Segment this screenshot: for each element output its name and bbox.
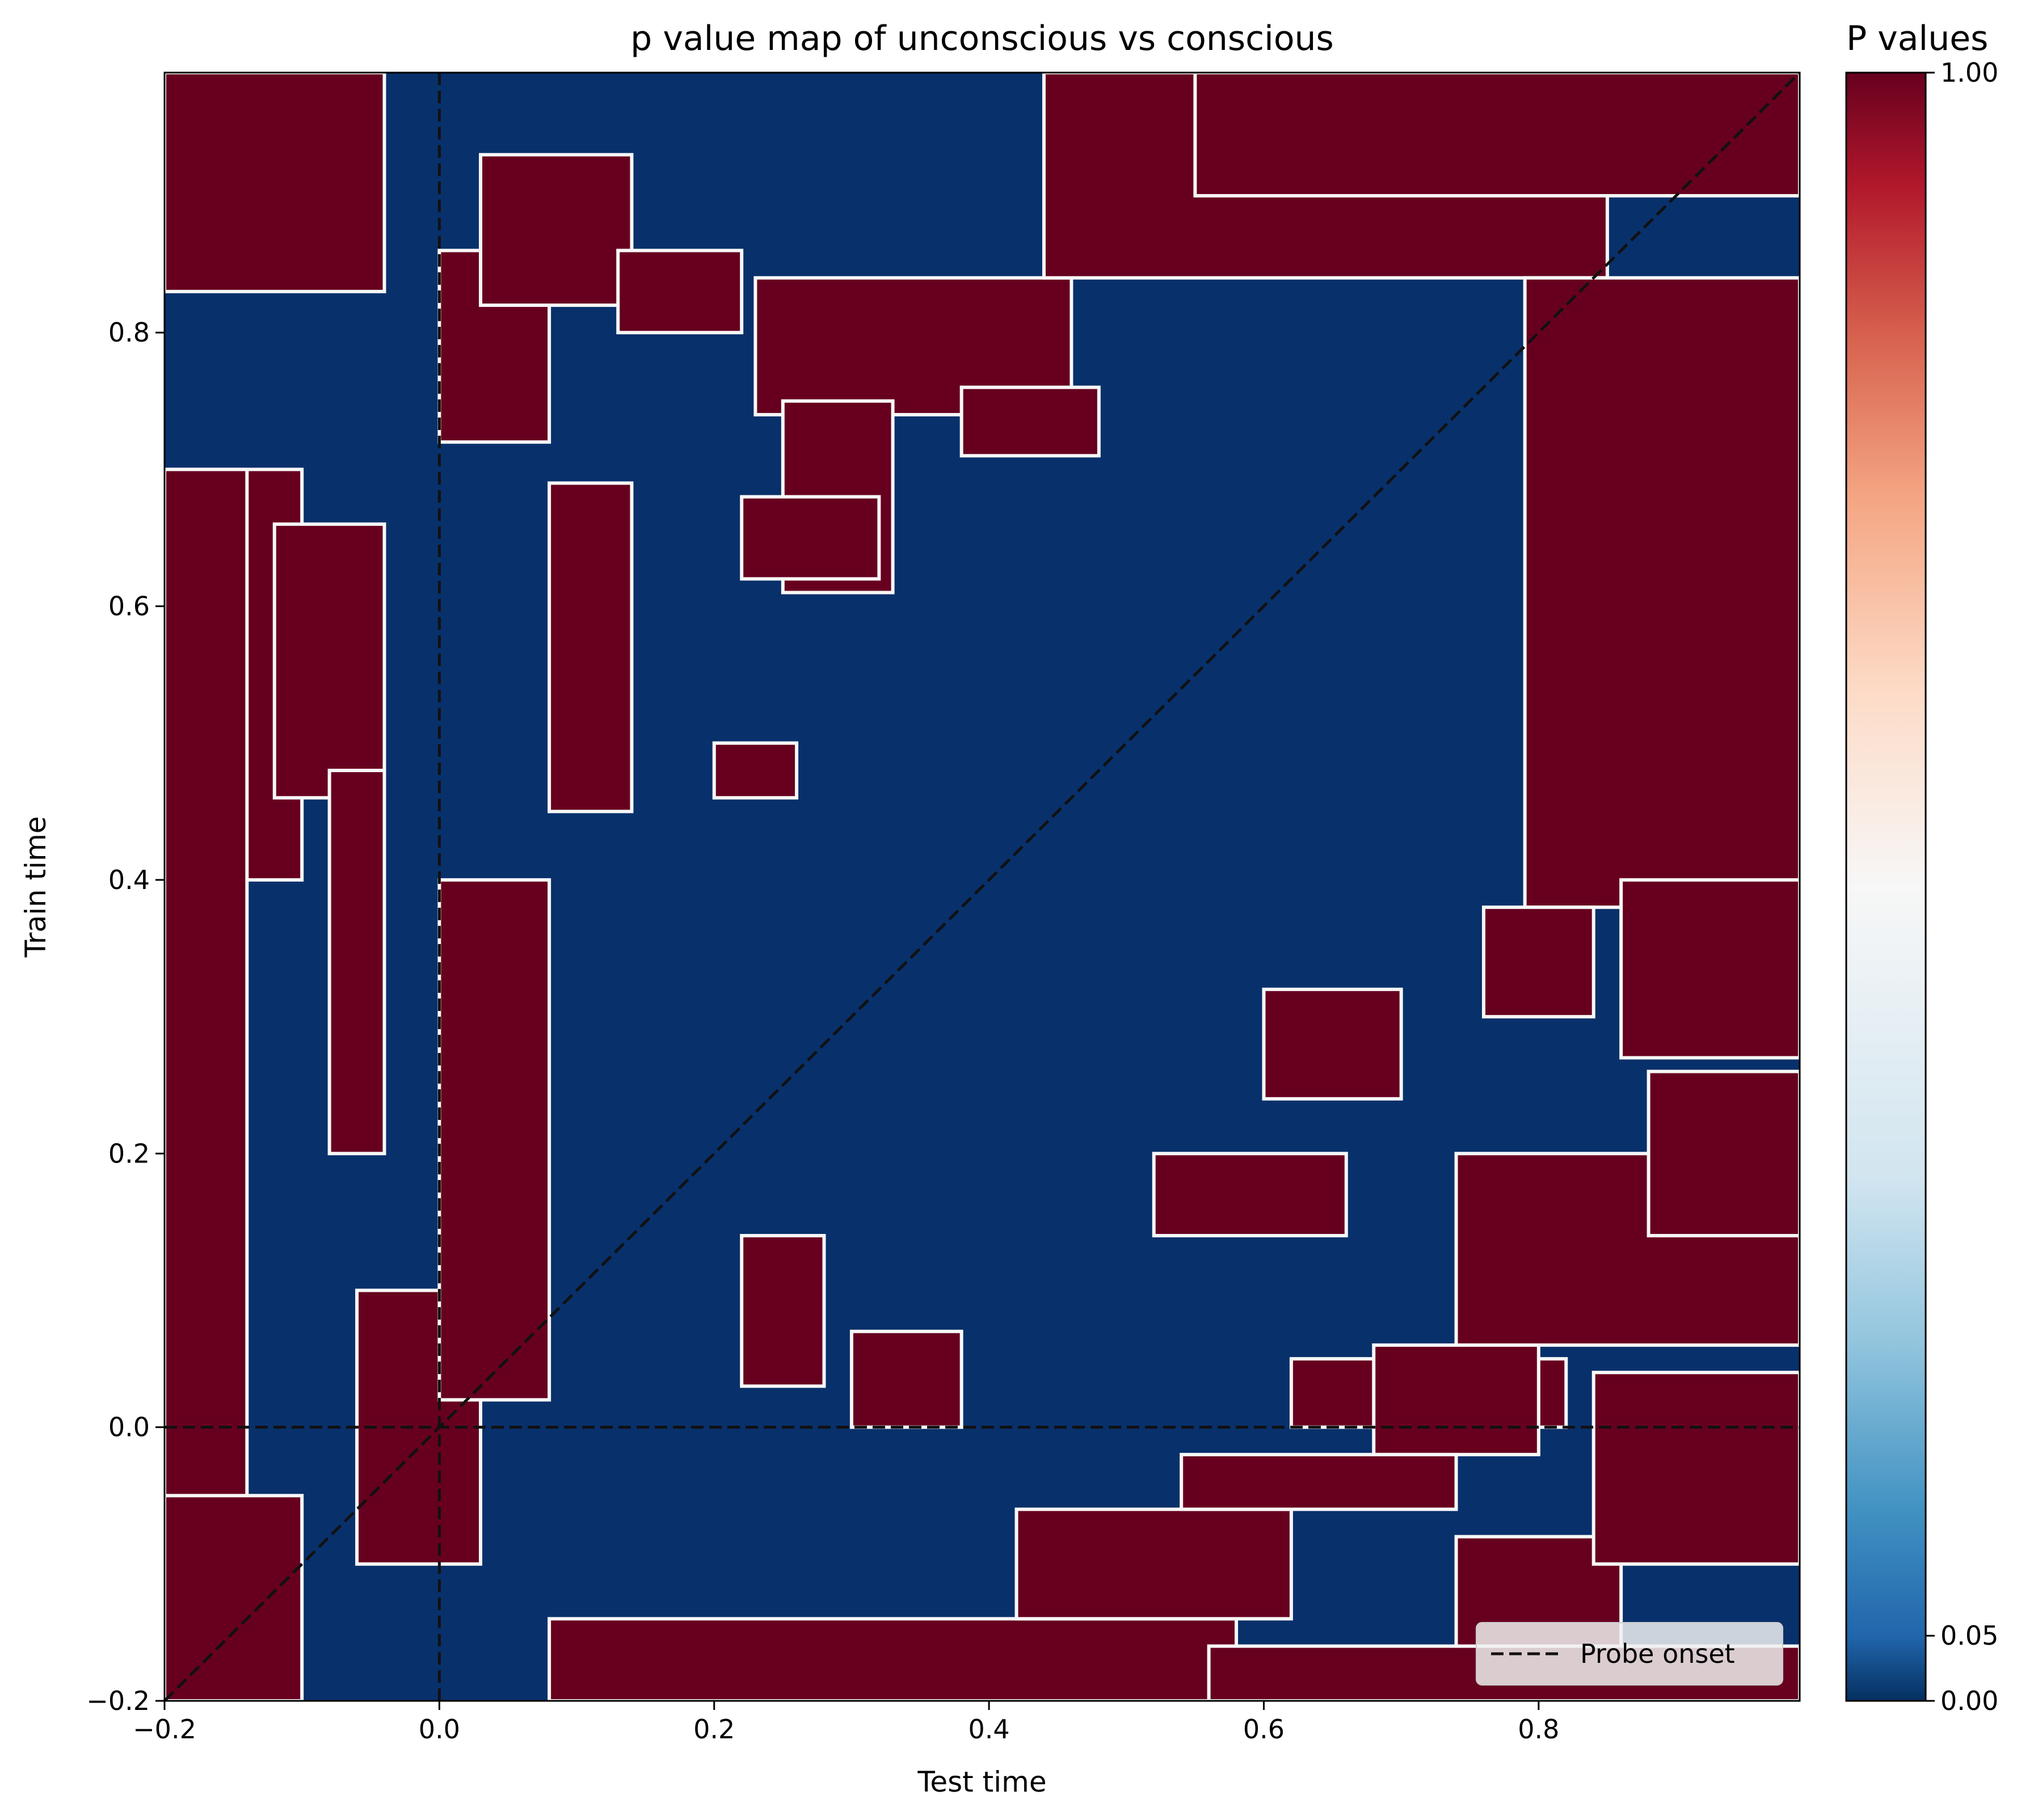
y-axis: −0.2 0.0 0.2 0.4 0.6 0.8	[86, 317, 165, 1716]
nonsignificant-regions	[165, 73, 1800, 1701]
nonsignificant-region	[437, 878, 551, 1402]
y-tick-label: 0.6	[108, 591, 150, 622]
y-tick-label: 0.4	[108, 865, 150, 895]
x-tick-label: −0.2	[133, 1714, 196, 1745]
nonsignificant-region	[327, 769, 386, 1156]
nonsignificant-region	[1262, 987, 1403, 1101]
x-tick-label: 0.8	[1518, 1714, 1559, 1745]
y-tick-label: 0.2	[108, 1138, 150, 1169]
chart-title: p value map of unconscious vs conscious	[630, 19, 1334, 58]
nonsignificant-region	[1647, 1069, 1800, 1238]
nonsignificant-region	[479, 153, 634, 307]
diagonal-line	[165, 73, 1800, 1701]
nonsignificant-region	[548, 1617, 1239, 1701]
colorbar-title: P values	[1846, 19, 1988, 58]
nonsignificant-region	[1591, 1371, 1800, 1566]
nonsignificant-region	[548, 481, 634, 814]
y-tick-label: 0.0	[108, 1412, 150, 1443]
colorbar-gradient	[1845, 71, 1927, 1702]
nonsignificant-region	[740, 495, 881, 581]
nonsignificant-region	[740, 1234, 826, 1388]
colorbar-tick-label: 0.05	[1940, 1620, 1998, 1651]
nonsignificant-region	[616, 248, 744, 335]
x-axis-label: Test time	[917, 1766, 1046, 1798]
nonsignificant-region	[712, 741, 799, 800]
colorbar-tick-label: 0.00	[1940, 1686, 1998, 1716]
nonsignificant-region	[1014, 1507, 1293, 1621]
legend-box	[1476, 1622, 1783, 1686]
nonsignificant-region	[1481, 905, 1595, 1019]
nonsignificant-region	[1193, 73, 1800, 198]
legend-entry-probe-onset: Probe onset	[1580, 1638, 1735, 1669]
nonsignificant-region	[1523, 276, 1800, 909]
colorbar-ticks: 0.00 0.05 1.00	[1926, 57, 1998, 1716]
nonsignificant-region	[272, 522, 386, 800]
nonsignificant-region	[959, 385, 1101, 458]
colorbar: P values 0.00 0.05 1.00	[1845, 19, 1998, 1716]
x-tick-label: 0.0	[419, 1714, 460, 1745]
nonsignificant-region	[1619, 878, 1800, 1060]
reference-lines	[165, 73, 1800, 1701]
colorbar-tick-label: 1.00	[1940, 57, 1998, 88]
legend: Probe onset	[1476, 1622, 1783, 1686]
plot-area	[165, 73, 1800, 1701]
y-tick-label: 0.8	[108, 317, 150, 348]
nonsignificant-region	[1180, 1452, 1458, 1511]
y-tick-label: −0.2	[86, 1686, 150, 1716]
x-axis: −0.2 0.0 0.2 0.4 0.6 0.8	[133, 1701, 1559, 1745]
nonsignificant-region	[849, 1329, 963, 1429]
nonsignificant-region	[165, 1494, 304, 1701]
y-axis-label: Train time	[19, 816, 52, 958]
x-tick-label: 0.2	[693, 1714, 735, 1745]
nonsignificant-region	[1372, 1343, 1540, 1456]
plot-frame	[163, 71, 1801, 1702]
x-tick-label: 0.6	[1243, 1714, 1285, 1745]
nonsignificant-region	[165, 73, 386, 293]
nonsignificant-region	[1152, 1152, 1348, 1237]
x-tick-label: 0.4	[969, 1714, 1010, 1745]
